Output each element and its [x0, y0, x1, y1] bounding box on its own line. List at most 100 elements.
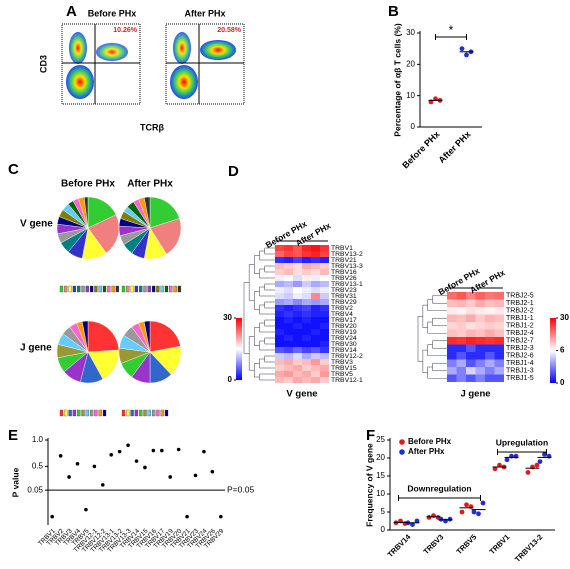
legend-swatch	[77, 285, 81, 293]
pie-slice	[149, 218, 182, 255]
heatmap-cell	[447, 337, 457, 345]
point	[480, 500, 486, 506]
heatmap-cell	[302, 299, 311, 305]
row-label: TRBV21	[331, 257, 357, 264]
y-axis-label: Percentage of αβ T cells (%)	[392, 23, 402, 137]
legend-swatch	[102, 285, 107, 293]
heatmap-cell	[275, 245, 284, 251]
heatmap-cell	[494, 292, 504, 300]
pie-slice	[83, 196, 89, 229]
row-label: TRBJ1-2	[506, 323, 534, 330]
heatmap-cell	[475, 329, 485, 337]
pie-slice	[143, 196, 151, 229]
y-tick-label: 15	[376, 471, 385, 480]
y-tick-label: 0.5	[32, 462, 44, 471]
heatmap-cell	[494, 299, 504, 307]
pie-title: After PHx	[127, 179, 173, 190]
legend-swatch	[94, 409, 98, 417]
heatmap-cell	[284, 341, 293, 347]
row-label: TRBV23	[331, 287, 357, 294]
heatmap-cell	[284, 281, 293, 287]
heatmap-cell	[466, 299, 476, 307]
row-label: TRBJ2-5	[506, 293, 534, 300]
colorbar-label: 0	[228, 375, 233, 384]
heatmap-cell	[447, 292, 457, 300]
heatmap-cell	[311, 275, 320, 281]
legend-swatch	[164, 285, 169, 293]
flow-title: After PHx	[184, 8, 225, 18]
heatmap-cell	[293, 335, 302, 341]
legend-swatch	[139, 285, 143, 293]
point	[193, 473, 198, 478]
heatmap-title: J gene	[460, 389, 490, 400]
y-tick-label: 25	[376, 435, 385, 444]
heatmap-cell	[293, 311, 302, 317]
legend-swatch	[156, 285, 160, 293]
heatmap-cell	[275, 353, 284, 359]
legend-swatch	[156, 409, 160, 417]
heatmap-cell	[293, 329, 302, 335]
pie-title: Before PHx	[61, 179, 115, 190]
heatmap-cell	[320, 341, 329, 347]
row-label: TRBV3	[331, 359, 353, 366]
heatmap-cell	[293, 251, 302, 257]
y-axis-label: P value	[10, 467, 20, 497]
heatmap-cell	[320, 245, 329, 251]
heatmap-cell	[311, 299, 320, 305]
heatmap-cell	[284, 317, 293, 323]
heatmap-cell	[320, 329, 329, 335]
heatmap-cell	[311, 251, 320, 257]
point	[492, 466, 498, 472]
heatmap-cell	[302, 347, 311, 353]
point	[504, 457, 510, 463]
percentage: 10.26%	[113, 27, 138, 34]
legend-marker	[399, 439, 405, 445]
y-axis-label: CD3	[38, 55, 48, 73]
heatmap-cell	[275, 269, 284, 275]
heatmap-cell	[284, 335, 293, 341]
annotation: Downregulation	[407, 483, 471, 493]
heatmap-cell	[475, 359, 485, 367]
heatmap-cell	[302, 329, 311, 335]
heatmap-cell	[284, 257, 293, 263]
heatmap-cell	[320, 293, 329, 299]
legend-swatch	[143, 285, 147, 293]
point	[426, 515, 432, 520]
heatmap-cell	[320, 287, 329, 293]
heatmap-cell	[494, 322, 504, 330]
row-label: TRBJ1-3	[506, 368, 534, 375]
pie-slice	[87, 214, 120, 254]
heatmap-cell	[293, 347, 302, 353]
heatmap-cell	[475, 352, 485, 360]
heatmap-cell	[302, 311, 311, 317]
heatmap-cell	[302, 251, 311, 257]
heatmap-cell	[311, 347, 320, 353]
heatmap-cell	[485, 359, 495, 367]
row-label: TRBV17	[331, 317, 357, 324]
heatmap-cell	[447, 359, 457, 367]
heatmap-cell	[293, 359, 302, 365]
point	[151, 448, 156, 453]
heatmap-cell	[320, 269, 329, 275]
x-tick-label: TRBV1	[488, 532, 512, 556]
heatmap-cell	[466, 352, 476, 360]
significance: *	[449, 23, 454, 37]
heatmap-cell	[275, 311, 284, 317]
legend-label: After PHx	[408, 447, 445, 456]
point	[438, 516, 444, 522]
heatmap-cell	[284, 329, 293, 335]
heatmap-cell	[302, 353, 311, 359]
heatmap-cell	[302, 263, 311, 269]
x-tick-label: TRBV3	[422, 532, 446, 556]
row-label: TRBV12-2	[331, 353, 363, 360]
heatmap-cell	[320, 305, 329, 311]
heatmap-cell	[320, 281, 329, 287]
heatmap-cell	[311, 317, 320, 323]
row-label: TRBJ2-1	[506, 300, 534, 307]
density	[69, 32, 87, 64]
row-label: TRBJ1-5	[506, 375, 534, 382]
pie-slice	[149, 320, 181, 353]
x-tick-label: After PHx	[437, 129, 473, 165]
point	[67, 475, 71, 479]
heatmap-cell	[275, 371, 284, 377]
